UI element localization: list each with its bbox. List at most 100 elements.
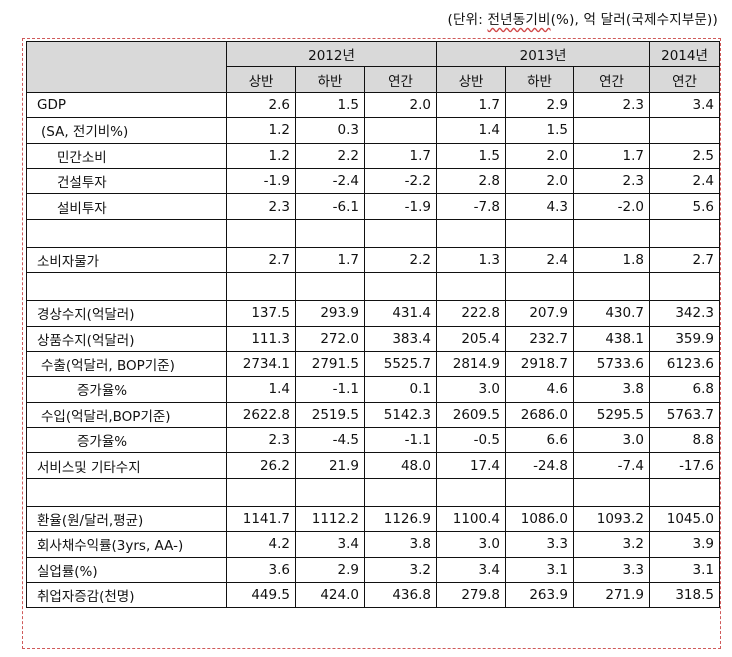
row-label: 건설투자 [26,167,227,195]
value-cell: 1.8 [573,246,650,274]
row-label: 실업률(%) [26,556,227,584]
value-cell [364,272,437,302]
header-year-row: 2012년 2013년 2014년 [26,40,720,93]
value-cell: 2918.7 [505,350,574,378]
value-cell [295,218,365,248]
value-cell: 2.3 [226,427,296,454]
value-cell: 263.9 [505,582,574,609]
row-label: 서비스및 기타수지 [26,452,227,479]
value-cell [573,218,650,248]
row-label [26,477,227,507]
value-cell: 2.8 [436,167,506,195]
value-cell: 2.6 [226,91,296,119]
row-label: 소비자물가 [26,246,227,274]
value-cell: 2622.8 [226,401,296,429]
value-cell: -7.8 [436,193,506,220]
value-cell: 1.7 [364,142,437,169]
row-label [26,218,227,248]
value-cell: 3.1 [649,556,720,584]
row-label: 회사채수익률(3yrs, AA-) [26,531,227,558]
header-period: 연간 [649,66,720,93]
header-year: 2013년 [436,40,650,68]
value-cell: 3.9 [649,531,720,558]
header-period: 하반 [505,66,574,93]
value-cell [226,218,296,248]
row-label: 상품수지(억달러) [26,325,227,352]
value-cell: 2814.9 [436,350,506,378]
economic-forecast-table: 2012년 2013년 2014년 상반 하반 연간 상반 하반 연간 연간 G… [26,40,720,609]
table-spacer-row [26,272,720,302]
value-cell: 2.2 [364,246,437,274]
value-cell: 271.9 [573,582,650,609]
value-cell: 137.5 [226,300,296,327]
row-label: (SA, 전기비%) [26,117,227,144]
value-cell: 5733.6 [573,350,650,378]
row-label: 환율(원/달러,평균) [26,505,227,533]
value-cell: 1112.2 [295,505,365,533]
value-cell: 3.4 [295,531,365,558]
value-cell [364,218,437,248]
value-cell: -6.1 [295,193,365,220]
value-cell: 5763.7 [649,401,720,429]
table-frame [22,38,721,649]
value-cell: -1.1 [364,427,437,454]
table-row: 건설투자 -1.9 -2.4 -2.2 2.8 2.0 2.3 2.4 [26,167,720,195]
value-cell: 318.5 [649,582,720,609]
header-period: 상반 [436,66,506,93]
value-cell [364,117,437,144]
value-cell: 5.6 [649,193,720,220]
unit-note-underlined: 전년동기비 [487,12,551,28]
value-cell: 1126.9 [364,505,437,533]
table-row: 설비투자 2.3 -6.1 -1.9 -7.8 4.3 -2.0 5.6 [26,193,720,220]
value-cell [649,218,720,248]
value-cell: 3.0 [436,531,506,558]
value-cell: 293.9 [295,300,365,327]
value-cell: 424.0 [295,582,365,609]
value-cell [364,477,437,507]
value-cell: 21.9 [295,452,365,479]
value-cell: 3.8 [573,376,650,403]
row-label: GDP [26,91,227,119]
table-row: GDP 2.6 1.5 2.0 1.7 2.9 2.3 3.4 [26,91,720,119]
value-cell: 2519.5 [295,401,365,429]
row-label: 수입(억달러,BOP기준) [26,401,227,429]
value-cell: 1093.2 [573,505,650,533]
table-row: 증가율% 2.3 -4.5 -1.1 -0.5 6.6 3.0 8.8 [26,427,720,454]
value-cell: 279.8 [436,582,506,609]
value-cell: 2.7 [226,246,296,274]
table-spacer-row [26,477,720,507]
value-cell: 2791.5 [295,350,365,378]
value-cell: 0.1 [364,376,437,403]
value-cell: 2.7 [649,246,720,274]
table-row: 상품수지(억달러) 111.3 272.0 383.4 205.4 232.7 438.1 3… [26,325,720,352]
row-label: 취업자증감(천명) [26,582,227,609]
value-cell: 4.3 [505,193,574,220]
value-cell: 2.5 [649,142,720,169]
value-cell: -2.0 [573,193,650,220]
value-cell [573,117,650,144]
value-cell: 6.6 [505,427,574,454]
value-cell: 2.3 [226,193,296,220]
value-cell: 2.0 [505,167,574,195]
value-cell: 2.0 [505,142,574,169]
value-cell: 2.9 [505,91,574,119]
table-row: 민간소비 1.2 2.2 1.7 1.5 2.0 1.7 2.5 [26,142,720,169]
value-cell: -1.9 [226,167,296,195]
value-cell: 3.2 [364,556,437,584]
value-cell: 1.4 [226,376,296,403]
value-cell: 1.7 [573,142,650,169]
table-row: 수출(억달러, BOP기준) 2734.1 2791.5 5525.7 2814.9 29… [26,350,720,378]
value-cell: 2.3 [573,167,650,195]
value-cell: 2.9 [295,556,365,584]
value-cell: 17.4 [436,452,506,479]
value-cell: -4.5 [295,427,365,454]
value-cell: 5142.3 [364,401,437,429]
value-cell: 359.9 [649,325,720,352]
value-cell: 5525.7 [364,350,437,378]
value-cell: 2.4 [649,167,720,195]
value-cell: 2609.5 [436,401,506,429]
table-row: 수입(억달러,BOP기준) 2622.8 2519.5 5142.3 2609.5 268… [26,401,720,429]
value-cell: 0.3 [295,117,365,144]
value-cell: 5295.5 [573,401,650,429]
header-year: 2014년 [649,40,720,68]
